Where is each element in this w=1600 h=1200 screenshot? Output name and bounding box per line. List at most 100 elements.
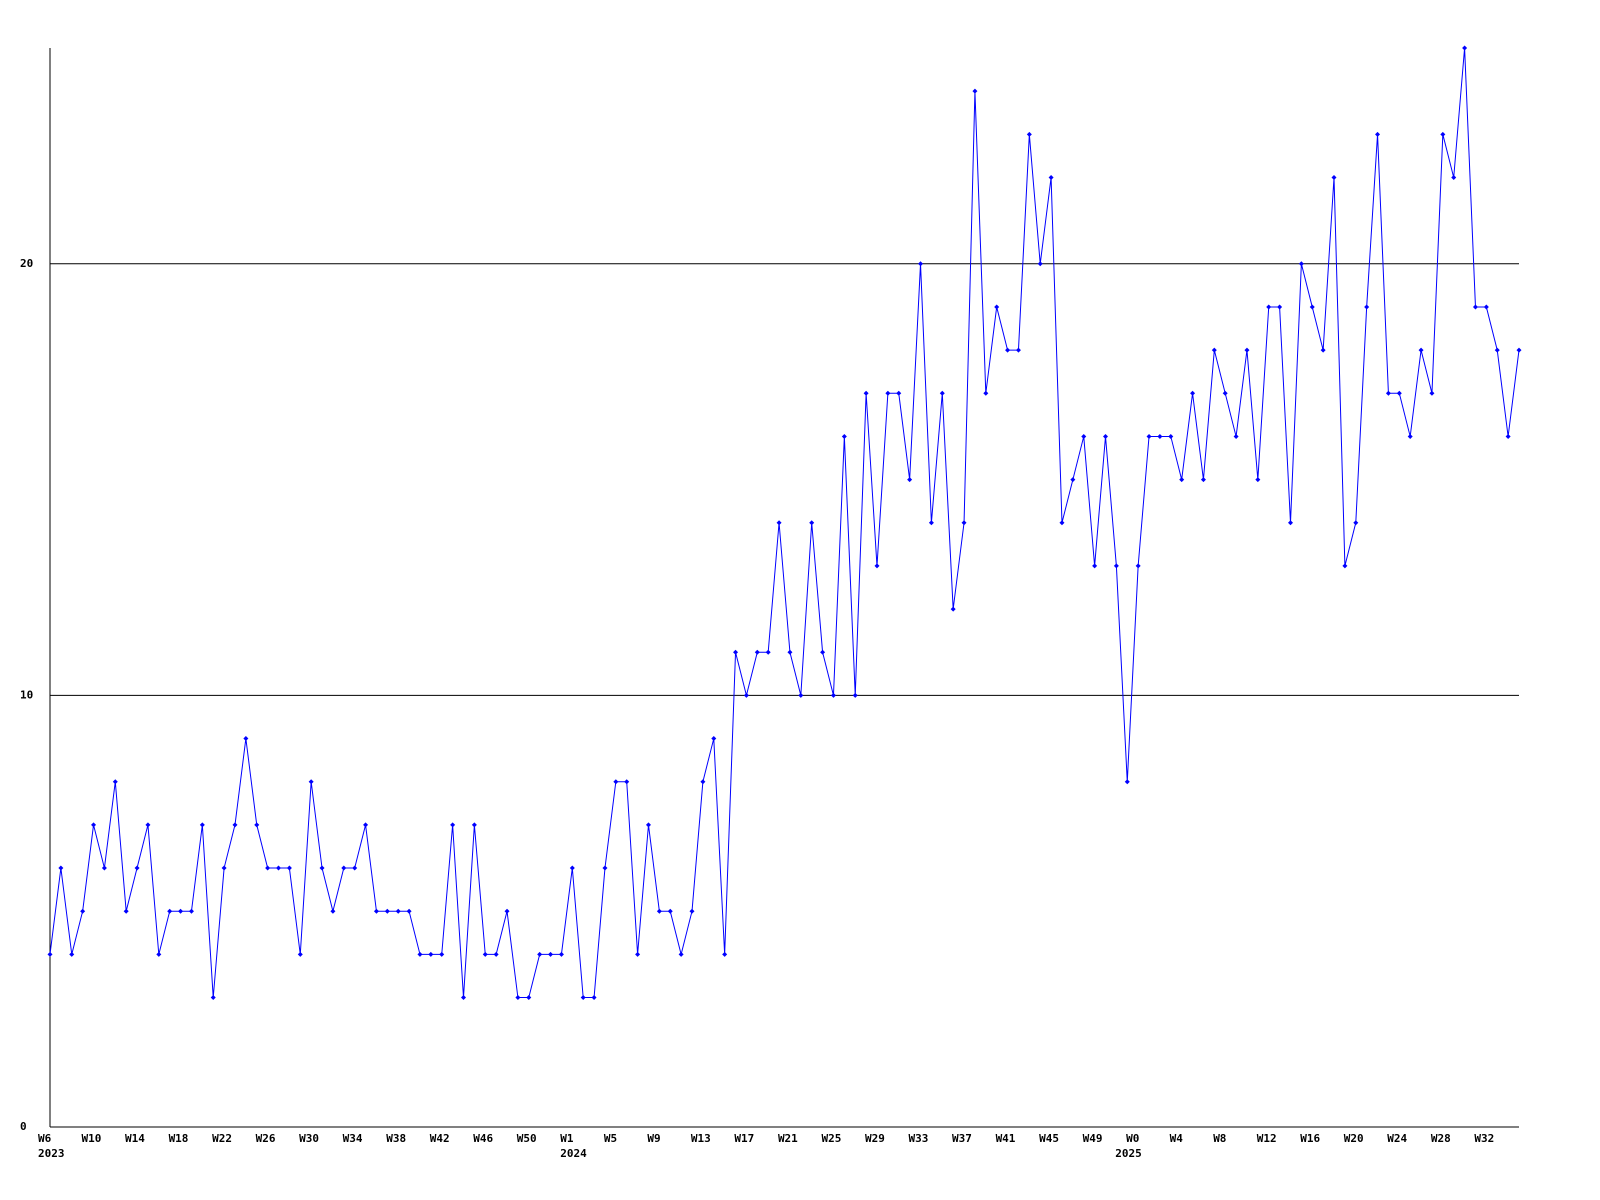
data-point (47, 951, 53, 957)
x-tick-label: W46 (473, 1132, 493, 1145)
data-point (776, 520, 782, 526)
x-tick-label: W9 (647, 1132, 660, 1145)
data-point (1353, 520, 1359, 526)
data-point (896, 390, 902, 396)
x-tick-label: W12 (1257, 1132, 1277, 1145)
x-tick-label: W14 (125, 1132, 145, 1145)
x-tick-label: W25 (821, 1132, 841, 1145)
data-point (635, 951, 641, 957)
data-point (1483, 304, 1489, 310)
x-year-label: 2025 (1115, 1147, 1142, 1160)
data-point (1103, 433, 1109, 439)
data-point (1124, 779, 1130, 785)
data-point (1462, 45, 1468, 51)
data-point (711, 736, 717, 742)
data-point (928, 520, 934, 526)
data-point (232, 822, 238, 828)
data-point (428, 951, 434, 957)
data-point (156, 951, 162, 957)
data-point (439, 951, 445, 957)
data-point (950, 606, 956, 612)
data-point (700, 779, 706, 785)
data-point (1472, 304, 1478, 310)
data-point (1037, 261, 1043, 267)
y-tick-label: 10 (20, 688, 33, 701)
data-point (754, 649, 760, 655)
data-point (820, 649, 826, 655)
data-point (265, 865, 271, 871)
data-point (188, 908, 194, 914)
data-point (58, 865, 64, 871)
data-point (1113, 563, 1119, 569)
x-tick-label: W5 (604, 1132, 617, 1145)
data-point (1418, 347, 1424, 353)
data-point (167, 908, 173, 914)
data-point (907, 477, 913, 483)
data-point (1026, 131, 1032, 137)
x-tick-label: W8 (1213, 1132, 1226, 1145)
x-tick-label: W22 (212, 1132, 232, 1145)
data-point (874, 563, 880, 569)
data-point (69, 951, 75, 957)
data-point (863, 390, 869, 396)
data-point (1070, 477, 1076, 483)
x-tick-label: W42 (430, 1132, 450, 1145)
x-tick-label: W41 (996, 1132, 1016, 1145)
data-point (276, 865, 282, 871)
data-point (624, 779, 630, 785)
data-point (1320, 347, 1326, 353)
data-point (1222, 390, 1228, 396)
x-tick-label: W33 (909, 1132, 929, 1145)
data-point (1451, 174, 1457, 180)
x-tick-label: W45 (1039, 1132, 1059, 1145)
data-point (243, 736, 249, 742)
x-tick-label: W28 (1431, 1132, 1451, 1145)
data-point (689, 908, 695, 914)
data-point (482, 951, 488, 957)
data-point (1168, 433, 1174, 439)
data-point (373, 908, 379, 914)
data-point (308, 779, 314, 785)
x-tick-label: W30 (299, 1132, 319, 1145)
data-point (591, 995, 597, 1001)
data-point (1440, 131, 1446, 137)
data-point (1081, 433, 1087, 439)
x-tick-label: W21 (778, 1132, 798, 1145)
data-point (330, 908, 336, 914)
data-point (645, 822, 651, 828)
data-point (733, 649, 739, 655)
data-point (1211, 347, 1217, 353)
x-tick-label: W34 (343, 1132, 363, 1145)
data-point (1092, 563, 1098, 569)
data-point (939, 390, 945, 396)
data-point (1287, 520, 1293, 526)
y-tick-label: 20 (20, 257, 33, 270)
data-point (1200, 477, 1206, 483)
data-point (1516, 347, 1522, 353)
data-point (395, 908, 401, 914)
data-point (1059, 520, 1065, 526)
data-point (1157, 433, 1163, 439)
data-point (1385, 390, 1391, 396)
data-point (221, 865, 227, 871)
data-point (112, 779, 118, 785)
data-point (809, 520, 815, 526)
data-point (406, 908, 412, 914)
data-point (199, 822, 205, 828)
data-point (656, 908, 662, 914)
x-tick-label: W6 (38, 1132, 52, 1145)
data-point (1179, 477, 1185, 483)
data-point (972, 88, 978, 94)
data-point (558, 951, 564, 957)
data-point (145, 822, 151, 828)
data-point (1266, 304, 1272, 310)
x-tick-label: W50 (517, 1132, 537, 1145)
data-point (1494, 347, 1500, 353)
data-point (493, 951, 499, 957)
data-point (297, 951, 303, 957)
data-point (1146, 433, 1152, 439)
x-tick-label: W18 (169, 1132, 189, 1145)
x-tick-label: W26 (256, 1132, 276, 1145)
data-point (134, 865, 140, 871)
data-point (450, 822, 456, 828)
